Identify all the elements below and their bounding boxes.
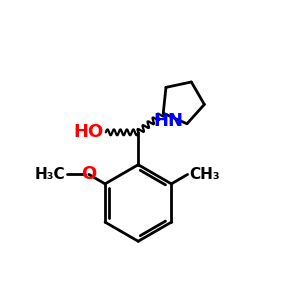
Text: O: O	[81, 165, 97, 183]
Text: HO: HO	[73, 123, 104, 141]
Text: H₃C: H₃C	[35, 167, 65, 182]
Text: HN: HN	[153, 112, 183, 130]
Text: CH₃: CH₃	[189, 167, 220, 182]
